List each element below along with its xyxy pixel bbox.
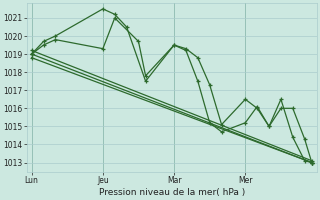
X-axis label: Pression niveau de la mer( hPa ): Pression niveau de la mer( hPa ) <box>99 188 245 197</box>
